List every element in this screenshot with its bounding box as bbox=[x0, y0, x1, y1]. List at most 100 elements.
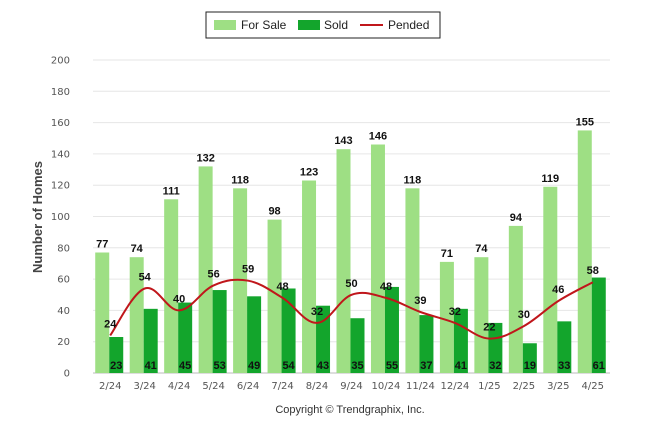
y-tick-label: 200 bbox=[51, 56, 70, 67]
legend-box bbox=[205, 11, 441, 39]
bar-for-sale bbox=[129, 257, 144, 373]
pended-series-line bbox=[109, 278, 594, 340]
bar-for-sale bbox=[439, 261, 454, 373]
data-label-pended: 48 bbox=[276, 281, 288, 293]
data-label-pended: 30 bbox=[518, 309, 530, 321]
data-labels: 77 23 74 41 111 45 132 53 118 49 98 54 123 43 143 35 146… bbox=[96, 116, 605, 372]
bar-for-sale bbox=[577, 130, 592, 373]
data-label-sold: 43 bbox=[317, 360, 329, 372]
x-axis-ticks: 2/24 3/24 4/24 5/24 6/24 7/24 8/24 9/24 10/24 11/… bbox=[99, 381, 604, 392]
data-label-sold: 54 bbox=[282, 360, 295, 372]
bar-for-sale bbox=[302, 180, 317, 373]
data-label-for-sale: 98 bbox=[268, 206, 280, 218]
y-tick-label: 120 bbox=[51, 181, 70, 192]
bar-for-sale bbox=[474, 257, 489, 373]
y-tick-label: 140 bbox=[51, 149, 70, 160]
legend-label-pended: Pended bbox=[388, 18, 429, 32]
bar-for-sale bbox=[267, 219, 282, 373]
data-label-sold: 45 bbox=[179, 360, 191, 372]
data-label-for-sale: 94 bbox=[510, 212, 523, 224]
copyright-footer: Copyright © Trendgraphix, Inc. bbox=[275, 404, 424, 416]
data-label-pended: 22 bbox=[483, 322, 495, 334]
data-label-for-sale: 74 bbox=[131, 243, 144, 255]
x-tick-label: 3/24 bbox=[133, 381, 155, 392]
bar-sold bbox=[591, 277, 606, 373]
data-label-pended: 50 bbox=[345, 278, 357, 290]
bar-sold bbox=[557, 321, 572, 373]
data-label-pended: 24 bbox=[104, 318, 117, 330]
x-tick-label: 2/25 bbox=[513, 381, 535, 392]
bar-sold bbox=[109, 337, 124, 373]
data-label-for-sale: 118 bbox=[231, 174, 249, 186]
x-tick-label: 3/25 bbox=[547, 381, 569, 392]
bar-sold bbox=[212, 290, 227, 373]
x-tick-label: 4/24 bbox=[168, 381, 190, 392]
y-tick-label: 180 bbox=[51, 87, 70, 98]
bar-for-sale bbox=[405, 188, 420, 373]
data-label-pended: 46 bbox=[552, 284, 564, 296]
bars bbox=[95, 130, 606, 373]
data-label-sold: 23 bbox=[110, 360, 122, 372]
y-tick-label: 0 bbox=[64, 369, 70, 380]
x-tick-label: 1/25 bbox=[478, 381, 500, 392]
pended-line bbox=[109, 278, 594, 340]
data-label-sold: 55 bbox=[386, 360, 398, 372]
bar-for-sale bbox=[508, 225, 523, 373]
bar-sold bbox=[350, 318, 365, 373]
data-label-for-sale: 155 bbox=[576, 116, 594, 128]
x-tick-label: 8/24 bbox=[306, 381, 328, 392]
data-label-pended: 40 bbox=[173, 293, 185, 305]
y-axis-title: Number of Homes bbox=[30, 161, 45, 273]
data-label-for-sale: 132 bbox=[196, 152, 214, 164]
y-tick-label: 80 bbox=[57, 243, 70, 254]
data-label-sold: 35 bbox=[351, 360, 363, 372]
x-tick-label: 11/24 bbox=[406, 381, 435, 392]
y-tick-label: 100 bbox=[51, 212, 70, 223]
data-label-sold: 32 bbox=[489, 360, 501, 372]
data-label-for-sale: 74 bbox=[475, 243, 488, 255]
bar-sold bbox=[178, 302, 193, 373]
x-tick-label: 10/24 bbox=[372, 381, 401, 392]
legend-swatch-sold bbox=[298, 20, 320, 30]
data-label-for-sale: 143 bbox=[334, 135, 352, 147]
x-tick-label: 7/24 bbox=[271, 381, 293, 392]
data-label-sold: 37 bbox=[420, 360, 432, 372]
bar-sold bbox=[522, 343, 537, 373]
legend: For Sale Sold Pended bbox=[205, 11, 441, 39]
data-label-pended: 32 bbox=[311, 306, 323, 318]
bar-for-sale bbox=[543, 186, 558, 373]
bar-sold bbox=[419, 315, 434, 373]
x-tick-label: 5/24 bbox=[202, 381, 224, 392]
data-label-sold: 61 bbox=[593, 360, 605, 372]
bar-sold bbox=[488, 322, 503, 373]
y-tick-label: 20 bbox=[57, 337, 70, 348]
data-label-pended: 56 bbox=[208, 268, 220, 280]
data-label-for-sale: 77 bbox=[96, 238, 108, 250]
y-tick-label: 40 bbox=[57, 306, 70, 317]
data-label-pended: 54 bbox=[139, 271, 152, 283]
data-label-for-sale: 118 bbox=[404, 174, 422, 186]
bar-sold bbox=[247, 296, 262, 373]
data-label-sold: 33 bbox=[558, 360, 570, 372]
data-label-sold: 41 bbox=[455, 360, 467, 372]
bar-sold bbox=[384, 286, 399, 373]
bar-for-sale bbox=[336, 149, 351, 373]
data-label-for-sale: 71 bbox=[441, 248, 453, 260]
data-label-sold: 19 bbox=[524, 360, 536, 372]
bar-for-sale bbox=[164, 199, 179, 373]
y-tick-label: 60 bbox=[57, 275, 70, 286]
data-label-pended: 32 bbox=[449, 306, 461, 318]
x-tick-label: 4/25 bbox=[582, 381, 604, 392]
y-axis-ticks: 0 20 40 60 80 100 120 140 160 180 200 bbox=[51, 56, 70, 380]
bar-for-sale bbox=[370, 144, 385, 373]
data-label-pended: 48 bbox=[380, 281, 392, 293]
data-label-for-sale: 119 bbox=[541, 173, 559, 185]
legend-label-for-sale: For Sale bbox=[241, 18, 287, 32]
x-tick-label: 2/24 bbox=[99, 381, 121, 392]
bar-for-sale bbox=[95, 252, 110, 373]
data-label-sold: 49 bbox=[248, 360, 260, 372]
data-label-pended: 59 bbox=[242, 264, 254, 276]
y-tick-label: 160 bbox=[51, 118, 70, 129]
data-label-sold: 41 bbox=[145, 360, 157, 372]
